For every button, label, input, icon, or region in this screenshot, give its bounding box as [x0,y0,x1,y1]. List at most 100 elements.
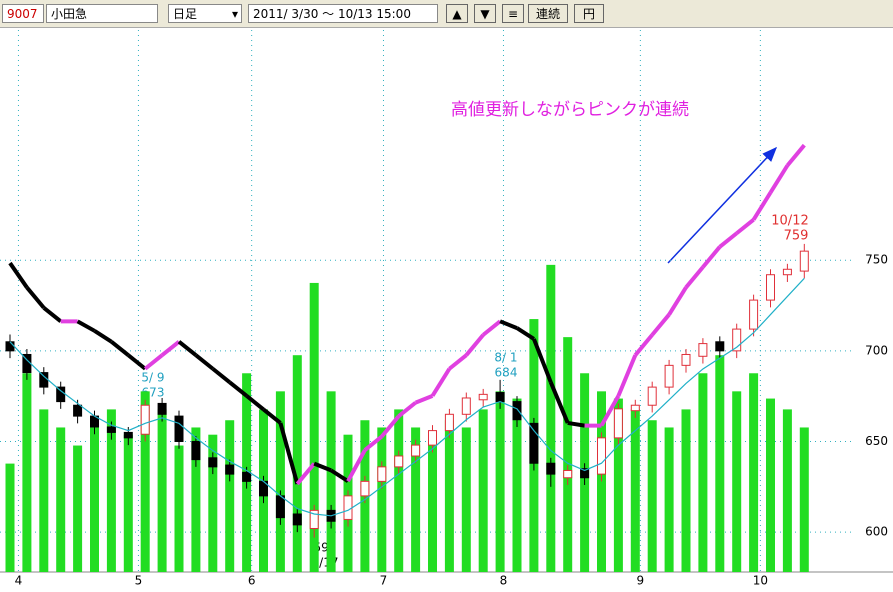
volume-bar [647,420,657,572]
volume-bar [22,373,32,572]
period-select[interactable]: 日足 ▾ [168,4,242,23]
candle-body [495,392,505,403]
indicator-segment [76,319,96,333]
volume-bar [174,445,184,572]
candle-body [292,513,302,526]
candle-body [546,462,556,475]
indicator-segment [295,462,316,486]
date-range: 2011/ 3/30 ～ 10/13 15:00 [248,4,438,23]
indicator-segment [718,231,738,249]
indicator-segment [346,449,367,483]
menu-button[interactable]: ≡ [502,4,524,23]
volume-bar [5,463,15,572]
volume-bar [766,398,775,572]
volume-bar [106,409,116,572]
candle-body [732,328,742,352]
volume-bar [123,434,133,572]
volume-bar [698,373,708,572]
up-button[interactable]: ▲ [446,4,468,23]
indicator-segment [313,461,332,473]
candle-body [343,495,353,520]
volume-bar [681,409,691,572]
indicator-segment [228,380,248,398]
candle-body [613,408,623,439]
indicator-segment [633,333,654,357]
volume-bar [630,409,640,572]
volume-bar [377,427,387,572]
arrow [667,146,778,264]
yen-button[interactable]: 円 [574,4,604,23]
moving-average [9,277,805,517]
y-tick-label: 650 [865,434,888,448]
indicator-segment [751,191,773,221]
volume-bar [664,427,674,572]
x-tick-label: 6 [248,574,256,588]
dropdown-arrow: ▾ [231,7,238,21]
candle-body [749,299,759,330]
down-button[interactable]: ▼ [474,4,496,23]
candle-body [275,495,285,519]
indicator-segment [127,353,147,371]
indicator-segment [785,143,806,167]
volume-bar [208,434,218,572]
candle-body [630,404,640,412]
annotation: 高値更新しながらピンクが連続 [451,100,689,120]
candle-body [782,268,792,276]
volume-bar [394,409,404,572]
candle-body [715,341,725,352]
candle-body [208,457,218,468]
y-tick-label: 750 [865,253,888,267]
candle-body [512,401,522,421]
candle-body [377,466,387,482]
candle-body [411,444,421,457]
volume-bar [613,398,623,572]
volume-bar [39,409,49,572]
volume-bar [140,391,150,572]
x-tick-label: 9 [637,574,645,588]
indicator-segment [363,434,384,452]
indicator-segment [650,313,671,337]
candle-body [444,413,454,432]
annotation: 5/ 9 [141,371,164,385]
candle-body [73,404,83,417]
indicator-segment [414,393,434,405]
volume-bar [732,391,742,572]
candle-body [309,509,319,529]
x-tick-label: 4 [15,574,23,588]
candle-body [56,386,66,403]
volume-bar [749,373,759,572]
indicator-segment [532,338,553,384]
stock-name[interactable]: 小田急 [46,4,158,23]
indicator-segment [93,329,113,344]
candle-body [360,480,370,497]
indicator-segment [735,218,755,235]
indicator-segment [110,340,130,357]
x-tick-label: 10 [753,574,768,588]
y-tick-label: 700 [865,343,888,357]
code[interactable]: 9007 [2,4,44,23]
volume-bar [495,391,505,572]
indicator-segment [211,367,231,384]
indicator-segment [616,354,638,397]
volume-bar [461,427,471,572]
volume-bar [563,337,573,572]
candle-body [157,402,167,415]
volume-bar [157,409,167,572]
volume-bar [90,427,99,572]
indicator-segment [701,245,722,269]
volume-bar [512,398,522,572]
candle-body [799,250,809,272]
volume-bar [191,427,201,572]
volume-bar [546,264,556,572]
continuous-button[interactable]: 連続 [528,4,568,23]
indicator-segment [245,394,265,411]
candle-body [698,343,708,357]
candle-body [681,353,691,366]
indicator-segment [481,319,502,337]
annotation: 10/12 [771,214,808,229]
candle-body [140,404,150,435]
y-tick-label: 600 [865,525,888,539]
indicator-segment [548,381,570,424]
indicator-segment [143,353,164,371]
indicator-segment [567,420,585,428]
